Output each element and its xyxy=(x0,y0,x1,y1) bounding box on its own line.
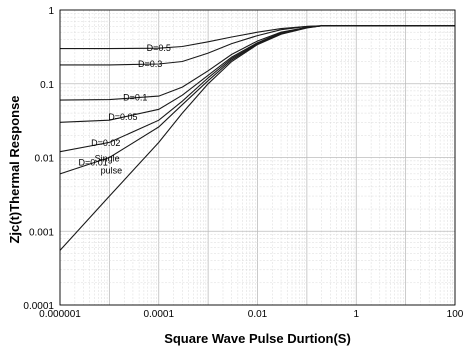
x-tick-label: 0.000001 xyxy=(39,309,81,320)
y-tick-label: 0.1 xyxy=(40,80,54,91)
curve-label-d-0-05: D=0.05 xyxy=(108,112,137,122)
y-axis-ticks: 1 0.1 0.01 0.001 0.0001 xyxy=(23,6,54,312)
curves xyxy=(59,25,455,251)
x-tick-label: 0.0001 xyxy=(143,309,174,320)
curve-label-d-0-1: D=0.1 xyxy=(123,92,147,102)
y-tick-label: 0.001 xyxy=(29,227,54,238)
curve-label-d-0-3: D=0.3 xyxy=(138,59,162,69)
y-tick-label: 1 xyxy=(48,6,54,17)
x-tick-label: 100 xyxy=(447,309,464,320)
curve-label-d-0-02: D=0.02 xyxy=(91,138,120,148)
x-axis-label: Square Wave Pulse Durtion(S) xyxy=(164,331,351,346)
x-tick-label: 1 xyxy=(353,309,359,320)
y-tick-label: 0.0001 xyxy=(23,301,54,312)
x-axis-ticks: 0.000001 0.0001 0.01 1 100 xyxy=(39,309,464,320)
curve-label-d-0-5: D=0.5 xyxy=(147,43,171,53)
series-line-d-0-3 xyxy=(60,25,455,66)
plot-frame xyxy=(59,9,456,306)
y-tick-label: 0.01 xyxy=(35,154,55,165)
curve-label-single-pulse: Single pulse xyxy=(95,153,123,175)
curve-label-d-0-01: D=0.01 xyxy=(79,157,108,167)
series-line-single-pulse xyxy=(59,25,455,251)
y-axis-label: Zjc(t)Thermal Response xyxy=(7,95,22,243)
grid xyxy=(59,10,456,306)
x-tick-label: 0.01 xyxy=(248,309,268,320)
